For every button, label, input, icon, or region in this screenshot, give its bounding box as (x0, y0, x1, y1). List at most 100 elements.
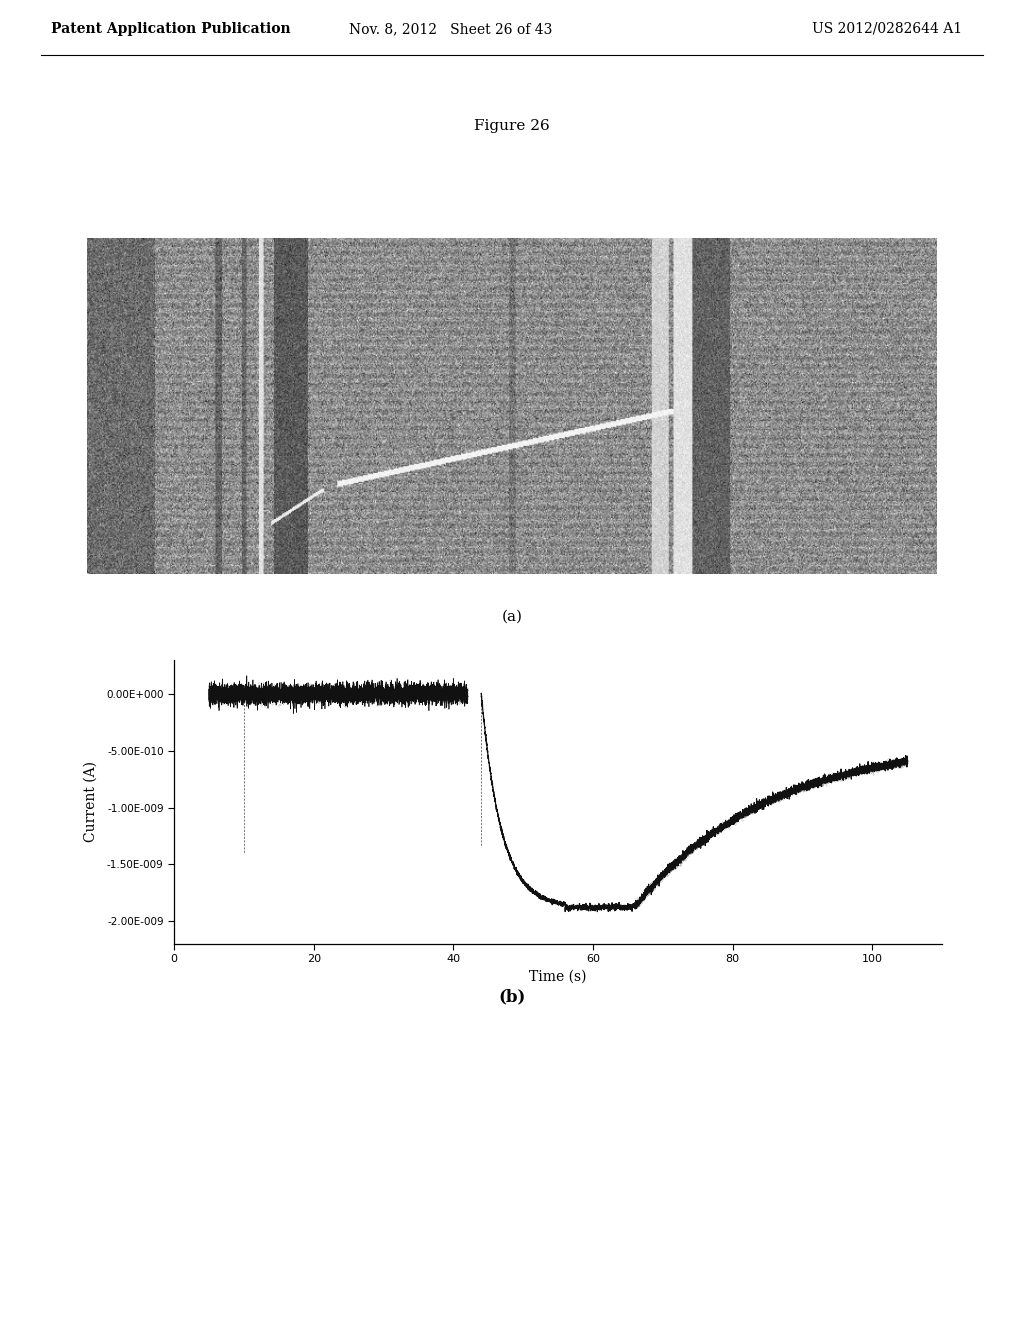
Point (333, 681, 349, 702)
Point (635, 880, 651, 902)
Point (334, 684, 350, 705)
Point (783, 781, 800, 803)
Point (707, 820, 723, 841)
Point (305, 684, 322, 705)
Point (784, 780, 801, 801)
Point (795, 776, 811, 797)
Point (340, 684, 356, 705)
Point (242, 680, 258, 701)
Point (211, 684, 227, 705)
Point (829, 764, 846, 785)
Point (783, 781, 800, 803)
Point (802, 772, 818, 793)
Point (322, 688, 338, 709)
Point (285, 681, 301, 702)
Point (202, 684, 218, 705)
Point (350, 688, 367, 709)
Point (431, 680, 447, 701)
Point (807, 768, 823, 789)
Point (834, 764, 850, 785)
Point (776, 785, 793, 807)
Point (430, 682, 446, 704)
Point (276, 681, 293, 702)
Point (352, 681, 369, 702)
Point (286, 685, 302, 706)
Point (829, 766, 846, 787)
Point (893, 754, 909, 775)
Point (694, 832, 711, 853)
Point (748, 797, 764, 818)
Point (433, 681, 450, 702)
Point (394, 685, 411, 706)
Point (271, 684, 288, 705)
Point (787, 777, 804, 799)
Point (734, 800, 751, 821)
Point (681, 838, 697, 859)
Point (411, 690, 427, 711)
Point (743, 799, 760, 820)
Point (880, 752, 896, 774)
Point (742, 797, 759, 818)
Point (692, 832, 709, 853)
Point (356, 690, 373, 711)
Point (301, 684, 317, 705)
Point (733, 805, 750, 826)
Point (453, 681, 469, 702)
Point (642, 878, 658, 899)
Point (410, 688, 426, 709)
Point (775, 785, 792, 807)
Point (847, 759, 863, 780)
Point (878, 755, 894, 776)
Point (877, 756, 893, 777)
Point (438, 682, 455, 704)
Point (444, 682, 461, 704)
Point (664, 857, 680, 878)
Point (629, 895, 645, 916)
Point (804, 776, 820, 797)
Point (224, 682, 241, 704)
Point (425, 681, 441, 702)
Point (397, 682, 414, 704)
Point (843, 763, 859, 784)
Point (663, 855, 679, 876)
Point (237, 682, 253, 704)
Point (808, 772, 824, 793)
Point (307, 684, 324, 705)
Point (249, 684, 265, 705)
Point (203, 681, 219, 702)
Point (214, 682, 230, 704)
Point (684, 840, 700, 861)
Point (431, 680, 447, 701)
Point (744, 799, 761, 820)
Point (402, 684, 419, 705)
Point (334, 681, 350, 702)
Point (229, 689, 246, 710)
Point (653, 863, 670, 884)
Point (431, 686, 447, 708)
Point (633, 890, 649, 911)
Point (820, 767, 837, 788)
Point (775, 788, 792, 809)
Point (362, 688, 379, 709)
Point (717, 816, 733, 837)
Point (812, 774, 828, 795)
Point (294, 686, 310, 708)
Point (353, 681, 370, 702)
Point (407, 677, 423, 698)
Point (671, 846, 687, 867)
Point (424, 680, 440, 701)
Point (250, 682, 266, 704)
Point (334, 685, 350, 706)
Point (767, 788, 783, 809)
Point (387, 676, 403, 697)
Point (255, 686, 271, 708)
Point (742, 799, 759, 820)
Point (321, 684, 337, 705)
Point (873, 758, 890, 779)
Point (682, 837, 698, 858)
Point (261, 689, 278, 710)
Point (306, 685, 323, 706)
Point (225, 684, 242, 705)
Point (336, 681, 352, 702)
Point (700, 826, 717, 847)
